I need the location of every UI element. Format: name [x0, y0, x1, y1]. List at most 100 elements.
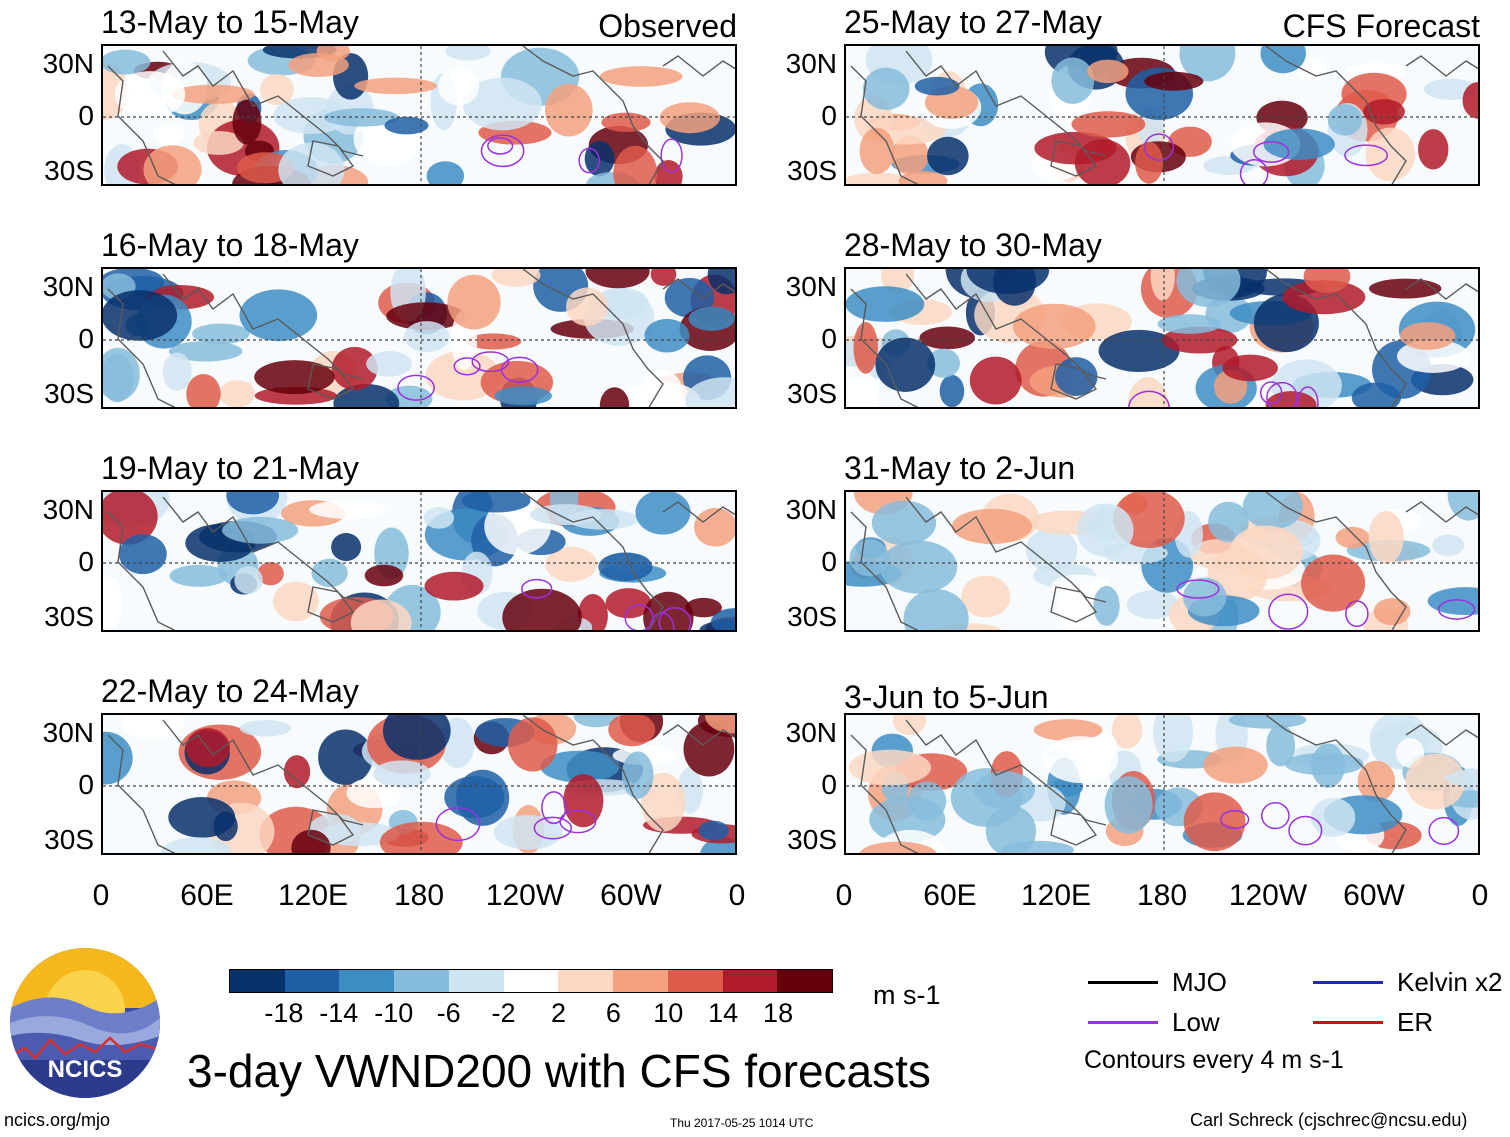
anomaly-blob — [848, 749, 932, 786]
latitude-label: 30S — [44, 824, 94, 855]
anomaly-blob — [1126, 590, 1180, 620]
anomaly-blob — [438, 67, 480, 106]
anomaly-blob — [927, 136, 969, 176]
coastline — [850, 492, 1478, 630]
anomaly-blob — [1076, 503, 1134, 557]
low-contour — [1288, 815, 1323, 846]
anomaly-blob — [461, 492, 531, 513]
anomaly-blob — [693, 507, 735, 547]
legend-line — [1088, 981, 1158, 984]
anomaly-blob — [688, 306, 735, 331]
anomaly-blob — [846, 286, 925, 322]
colorbar-label: -2 — [491, 998, 516, 1028]
anomaly-blob — [232, 99, 262, 145]
anomaly-blob — [621, 381, 701, 407]
anomaly-blob — [318, 729, 373, 785]
colorbar-label: -14 — [319, 998, 359, 1028]
coastline — [850, 46, 1478, 184]
anomaly-blob — [869, 796, 946, 844]
anomaly-blob — [1012, 303, 1096, 349]
panel-title: 28-May to 30-May — [844, 227, 1102, 263]
low-contour — [1428, 816, 1460, 846]
low-contour — [658, 606, 692, 630]
colorbar-label: 2 — [550, 998, 566, 1028]
anomaly-blob — [1266, 724, 1296, 767]
anomaly-blob — [103, 49, 151, 75]
anomaly-blob — [384, 116, 429, 135]
anomaly-blob — [1399, 322, 1456, 350]
latitude-label: 30N — [785, 717, 837, 748]
low-contour — [500, 356, 539, 383]
anomaly-blob — [350, 599, 412, 630]
anomaly-blob — [1183, 792, 1246, 852]
legend-line — [1313, 1021, 1383, 1024]
anomaly-blob — [685, 597, 722, 618]
anomaly-blob — [331, 533, 362, 562]
footer-link[interactable]: ncics.org/mjo — [4, 1110, 111, 1130]
anomaly-blob — [685, 377, 735, 407]
latitude-label: 0 — [821, 769, 837, 800]
longitude-label: 60E — [180, 879, 234, 912]
longitude-label: 120E — [1020, 879, 1092, 912]
panel-title: 13-May to 15-May — [101, 4, 359, 40]
low-contour — [1252, 140, 1290, 163]
anomaly-blob — [951, 508, 1033, 545]
anomaly-blob — [273, 97, 349, 135]
latitude-label: 0 — [821, 546, 837, 577]
anomaly-blob — [585, 269, 650, 289]
latitude-label: 30S — [787, 824, 837, 855]
anomaly-blob — [1242, 492, 1304, 530]
anomaly-blob — [1208, 501, 1249, 543]
anomaly-blob — [423, 507, 455, 529]
colorbar-swatch — [667, 970, 723, 992]
colorbar-swatch — [558, 970, 614, 992]
logo-graphic-icon — [10, 948, 160, 1098]
anomaly-blob — [382, 715, 451, 760]
low-contour — [471, 351, 510, 373]
anomaly-blob — [659, 102, 720, 134]
colorbar-label: 6 — [605, 998, 621, 1028]
low-contour — [578, 147, 600, 174]
anomaly-blob — [875, 337, 936, 392]
panel-title: 19-May to 21-May — [101, 450, 359, 486]
low-contour — [1260, 801, 1290, 830]
anomaly-blob — [1351, 382, 1402, 407]
anomaly-blob — [705, 715, 735, 734]
anomaly-blob — [846, 172, 909, 184]
anomaly-blob — [1203, 746, 1268, 784]
coastline — [850, 715, 1478, 853]
longitude-label: 180 — [1136, 879, 1188, 912]
anomaly-blob — [540, 750, 620, 783]
coastline — [850, 269, 1478, 407]
anomaly-blob — [966, 269, 1050, 295]
longitude-label: 120W — [1228, 879, 1308, 912]
anomaly-blob — [1263, 128, 1335, 161]
latitude-label: 0 — [78, 323, 94, 354]
anomaly-blob — [234, 566, 263, 595]
anomaly-blob — [291, 829, 331, 853]
anomaly-blob — [1303, 269, 1351, 293]
anomaly-blob — [311, 558, 348, 588]
anomaly-blob — [226, 492, 279, 515]
anomaly-blob — [309, 500, 386, 519]
colorbar-swatch — [284, 970, 340, 992]
anomaly-blob — [114, 71, 186, 118]
anomaly-blob — [613, 145, 658, 184]
latitude-label: 30S — [44, 378, 94, 409]
latitude-label: 30S — [44, 155, 94, 186]
anomaly-blob — [1369, 278, 1442, 299]
wind-anomaly-map — [844, 490, 1480, 632]
anomaly-blob — [939, 374, 965, 407]
anomaly-blob — [545, 546, 597, 582]
anomaly-blob — [1418, 129, 1449, 170]
anomaly-blob — [599, 66, 683, 87]
longitude-label: 180 — [393, 879, 445, 912]
latitude-label: 30S — [787, 155, 837, 186]
anomaly-blob — [219, 380, 256, 407]
anomaly-blob — [644, 318, 690, 353]
anomaly-blob — [1265, 391, 1317, 407]
anomaly-blob — [103, 492, 158, 545]
coastline — [107, 269, 735, 407]
colorbar-label: 10 — [653, 998, 684, 1028]
anomaly-blob — [1327, 104, 1363, 136]
